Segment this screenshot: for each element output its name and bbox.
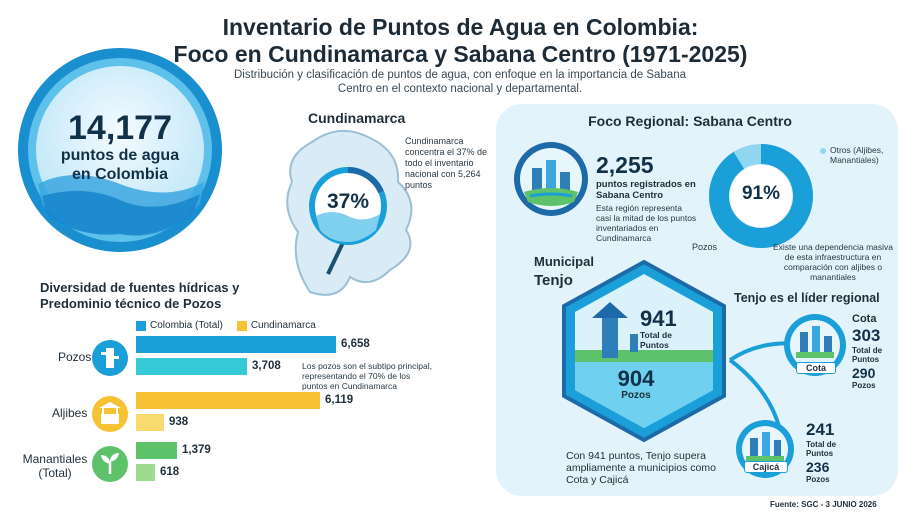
cota-name: Cota — [852, 313, 877, 325]
source-note: Fuente: SGC - 3 JUNIO 2026 — [770, 500, 877, 509]
bar-cundinamarca-1 — [136, 414, 164, 431]
bar-colombia-2 — [136, 442, 177, 459]
cota-pozos-value: 290 — [852, 365, 876, 381]
cundinamarca-title: Cundinamarca — [308, 110, 406, 126]
chart-legend: Colombia (Total) Cundinamarca — [136, 320, 316, 331]
tenjo-leader-label: Tenjo es el líder regional — [734, 291, 880, 305]
tenjo-total-value: 941 — [640, 306, 677, 331]
legend-label-colombia: Colombia (Total) — [150, 320, 223, 331]
bar-colombia-1 — [136, 392, 320, 409]
tenjo-name: Tenjo — [534, 272, 573, 289]
tenjo-hexagon — [562, 259, 726, 443]
tenjo-total-label: Total de Puntos — [640, 330, 672, 350]
diversity-title-2: Predominio técnico de Pozos — [40, 296, 222, 311]
water-pump-icon — [92, 340, 128, 376]
sabana-registered-label: puntos registrados en Sabana Centro — [596, 179, 696, 201]
cajica-pozos-value: 236 — [806, 459, 830, 475]
donut-pozos-segment — [709, 144, 813, 248]
cajica-total-label: Total de Puntos — [806, 440, 837, 458]
diversity-title: Diversidad de fuentes hídricas y Predomi… — [40, 280, 239, 312]
title-line-1: Inventario de Puntos de Agua en Colombia… — [222, 14, 699, 40]
cota-badge: Cota — [796, 362, 836, 374]
tenjo-note: Con 941 puntos, Tenjo supera ampliamente… — [566, 450, 716, 486]
pozos-note: Los pozos son el subtipo principal, repr… — [302, 361, 432, 391]
sabana-registered-value: 2,255 — [596, 152, 654, 178]
bar-cundinamarca-0 — [136, 358, 247, 375]
donut-other-dot — [820, 148, 826, 154]
cota-total-value: 303 — [852, 326, 881, 345]
donut-percent: 91% — [741, 183, 781, 204]
category-label-pozos: Pozos — [58, 350, 92, 364]
cundinamarca-percent: 37% — [326, 190, 370, 213]
cajica-badge: Cajicá — [744, 461, 788, 473]
pozos-donut-chart — [709, 144, 813, 248]
cota-icon — [784, 314, 846, 376]
donut-pozos-label: Pozos — [692, 242, 718, 252]
cajica-pozos-label: Pozos — [806, 475, 830, 484]
national-label-2: en Colombia — [71, 166, 168, 183]
donut-other-label: Otros (Aljibes, Manantiales) — [830, 145, 884, 165]
national-total-text: 14,177 puntos de agua en Colombia — [14, 110, 226, 184]
cundinamarca-note: Cundinamarca concentra el 37% de todo el… — [405, 136, 488, 190]
cota-total-label: Total de Puntos — [852, 346, 883, 364]
bar-value-label-0-1: 6,119 — [325, 394, 354, 406]
national-total-badge — [18, 48, 222, 252]
page-subtitle: Distribución y clasificación de puntos d… — [234, 69, 686, 95]
bar-value-label-1-0: 3,708 — [252, 360, 281, 372]
national-total-value: 14,177 — [68, 109, 172, 147]
bar-chart: 6,658 3,708 6,119 938 1,379 618 — [136, 336, 386, 486]
cota-pozos-label: Pozos — [852, 381, 876, 390]
bar-value-label-1-2: 618 — [160, 466, 180, 478]
page-title: Inventario de Puntos de Agua en Colombia… — [0, 14, 921, 68]
cajica-total-value: 241 — [806, 420, 835, 439]
bar-colombia-0 — [136, 336, 336, 353]
donut-note: Existe una dependencia masiva de esta in… — [772, 242, 894, 282]
tenjo-pozos-value: 904 — [617, 366, 655, 391]
sabana-title: Foco Regional: Sabana Centro — [588, 113, 792, 129]
sprout-icon — [92, 446, 128, 482]
diversity-title-1: Diversidad de fuentes hídricas y — [40, 280, 240, 295]
municipal-label: Municipal — [534, 254, 594, 269]
category-label-manantiales: Manantiales (Total) — [22, 452, 88, 480]
cundinamarca-map — [286, 129, 413, 296]
legend-label-cundinamarca: Cundinamarca — [250, 320, 316, 331]
bar-cundinamarca-2 — [136, 464, 155, 481]
city-icon — [514, 142, 588, 216]
well-icon — [92, 396, 128, 432]
tenjo-pozos-label: Pozos — [621, 390, 651, 401]
bar-value-label-0-0: 6,658 — [341, 338, 370, 350]
legend-swatch-cundinamarca — [236, 320, 247, 331]
national-label-1: puntos de agua — [60, 147, 180, 164]
legend-swatch-colombia — [136, 320, 146, 331]
bar-value-label-1-1: 938 — [169, 416, 189, 428]
category-label-aljibes: Aljibes — [52, 406, 88, 420]
title-line-2: Foco en Cundinamarca y Sabana Centro (19… — [173, 41, 748, 67]
bar-value-label-0-2: 1,379 — [182, 444, 211, 456]
sabana-registered-note: Esta región representa casi la mitad de … — [596, 203, 697, 243]
